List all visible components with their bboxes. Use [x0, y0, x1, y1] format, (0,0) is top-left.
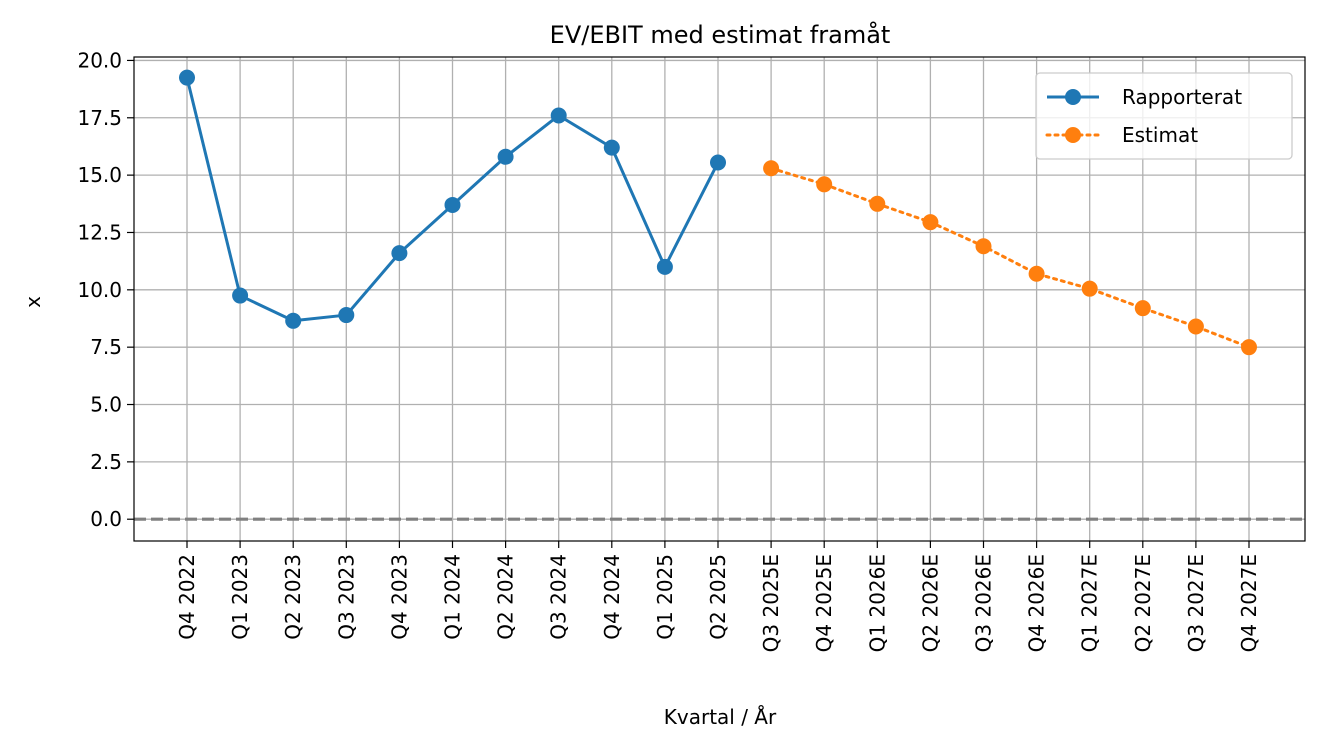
- x-tick-label: Q4 2023: [387, 554, 411, 640]
- x-tick-label: Q1 2024: [441, 554, 465, 640]
- grid-lines: [134, 57, 1305, 541]
- series-point-1: [816, 176, 833, 193]
- series-point-0: [656, 258, 673, 275]
- x-tick-label: Q3 2026E: [972, 554, 996, 652]
- x-tick-label: Q3 2023: [334, 554, 358, 640]
- x-tick-label: Q3 2027E: [1184, 554, 1208, 652]
- series-point-0: [497, 148, 514, 165]
- x-tick-label: Q4 2022: [175, 554, 199, 640]
- series-point-0: [179, 69, 195, 86]
- series-point-0: [285, 312, 302, 329]
- series-point-1: [922, 214, 939, 231]
- x-tick-label: Q2 2024: [494, 554, 518, 640]
- series-point-1: [1028, 265, 1045, 282]
- legend-label: Estimat: [1122, 123, 1198, 147]
- x-tick-label: Q4 2026E: [1025, 554, 1049, 652]
- series-point-0: [444, 196, 461, 213]
- x-tick-label: Q2 2025: [706, 554, 730, 640]
- y-tick-label: 10.0: [77, 278, 122, 302]
- x-axis: Q4 2022 Q1 2023 Q2 2023 Q3 2023 Q4 2023 Q1 20…: [175, 541, 1261, 652]
- x-tick-label: Q4 2027E: [1237, 554, 1261, 652]
- x-tick-label: Q4 2025E: [812, 554, 836, 652]
- y-tick-label: 7.5: [90, 335, 122, 359]
- y-tick-label: 0.0: [90, 507, 122, 531]
- x-tick-label: Q2 2023: [281, 554, 305, 640]
- series-point-1: [763, 160, 780, 177]
- x-tick-label: Q4 2024: [600, 554, 624, 640]
- series-point-0: [550, 107, 567, 124]
- series-point-1: [1134, 300, 1151, 317]
- x-tick-label: Q1 2025: [653, 554, 677, 640]
- x-tick-label: Q1 2027E: [1078, 554, 1102, 652]
- legend: Rapporterat Estimat: [1035, 72, 1293, 160]
- chart-title: EV/EBIT med estimat framåt: [550, 20, 891, 49]
- legend-box: [1035, 72, 1293, 160]
- series-point-1: [1081, 280, 1098, 297]
- plot-frame: [133, 56, 1306, 542]
- x-tick-label: Q3 2025E: [759, 554, 783, 652]
- x-axis-label: Kvartal / År: [664, 705, 777, 729]
- series-point-0: [603, 139, 620, 156]
- y-axis-label: x: [21, 296, 45, 308]
- series-point-1: [869, 195, 886, 212]
- y-tick-label: 15.0: [77, 163, 122, 187]
- legend-marker: [1065, 89, 1081, 105]
- x-tick-label: Q2 2027E: [1131, 554, 1155, 652]
- series-line-1: [769, 166, 1251, 349]
- series-point-0: [710, 154, 726, 171]
- series-point-0: [338, 307, 355, 324]
- series-layer: [179, 69, 1257, 356]
- y-tick-label: 20.0: [77, 48, 122, 72]
- x-tick-label: Q1 2026E: [865, 554, 889, 652]
- series-point-1: [1241, 339, 1257, 356]
- series-point-1: [975, 238, 992, 255]
- x-tick-label: Q3 2024: [547, 554, 571, 640]
- y-tick-label: 17.5: [77, 106, 122, 130]
- series-point-0: [391, 245, 408, 262]
- series-point-0: [232, 287, 249, 304]
- series-point-1: [1187, 318, 1204, 335]
- legend-marker: [1065, 127, 1081, 143]
- x-tick-label: Q2 2026E: [918, 554, 942, 652]
- y-axis: 0.0 2.5 5.0 7.5 10.0 12.5 15.0 17.5 20.0: [77, 48, 134, 531]
- y-tick-label: 5.0: [90, 393, 122, 417]
- y-tick-label: 12.5: [77, 220, 122, 244]
- y-tick-label: 2.5: [90, 450, 122, 474]
- legend-label: Rapporterat: [1122, 85, 1242, 109]
- x-tick-label: Q1 2023: [228, 554, 252, 640]
